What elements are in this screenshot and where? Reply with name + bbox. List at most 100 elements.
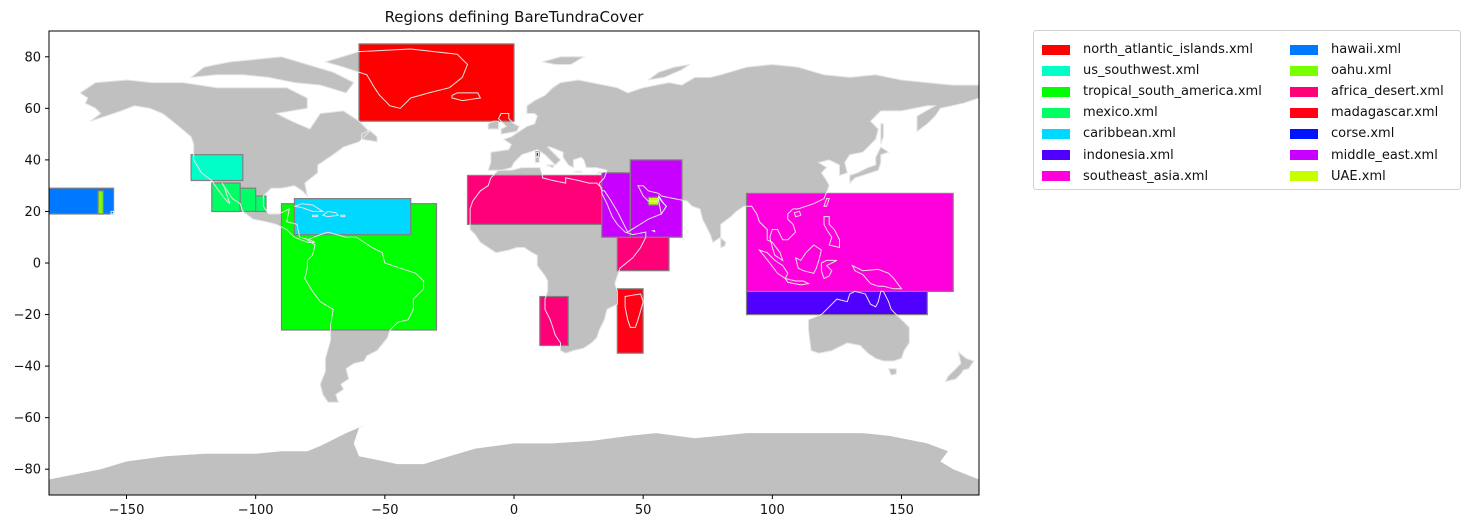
- legend-swatch: [1042, 128, 1070, 139]
- legend-label: corse.xml: [1331, 126, 1395, 142]
- x-tick-label: 150: [889, 503, 914, 518]
- land-sakhalin: [880, 123, 884, 145]
- region-box-madagascar: [616, 288, 644, 354]
- coastline-hawaii-island: [110, 210, 115, 215]
- coastline-japan: [849, 146, 890, 185]
- legend-swatch: [1290, 150, 1318, 161]
- coastline-cuba: [294, 203, 325, 212]
- region-box-north-atlantic-islands: [358, 43, 515, 122]
- coastline-corsica: [535, 151, 539, 157]
- legend-label: hawaii.xml: [1331, 42, 1402, 58]
- region-box-hawaii: [49, 187, 115, 215]
- x-tick-label: 100: [760, 503, 785, 518]
- legend-item: hawaii.xml: [1290, 39, 1444, 60]
- legend-swatch: [1042, 86, 1070, 97]
- legend-swatch: [1290, 86, 1318, 97]
- region-box-africa-desert: [539, 295, 569, 347]
- legend-column-1: north_atlantic_islands.xml us_southwest.…: [1042, 39, 1262, 187]
- coastline-jamaica: [312, 214, 319, 218]
- legend-label: madagascar.xml: [1331, 105, 1439, 121]
- coastline-arabia-gulf-tip: [658, 195, 668, 216]
- legend-item: africa_desert.xml: [1290, 81, 1444, 102]
- legend-label: tropical_south_america.xml: [1083, 84, 1262, 100]
- coastline-new-zealand: [944, 350, 975, 383]
- legend-label: indonesia.xml: [1083, 147, 1174, 163]
- legend-label: UAE.xml: [1331, 168, 1386, 184]
- coastline-sulawesi: [820, 259, 838, 280]
- legend-swatch: [1042, 171, 1070, 182]
- y-tick-label: −20: [14, 308, 41, 323]
- y-tick-label: −60: [14, 411, 41, 426]
- land-new-zealand: [945, 351, 974, 382]
- coastline-borneo: [794, 244, 822, 274]
- legend-swatch: [1290, 65, 1318, 76]
- legend-swatch: [1290, 107, 1318, 118]
- legend-item: caribbean.xml: [1042, 123, 1262, 144]
- x-axis: −150 −100 −50 0 50 100 150: [109, 495, 914, 518]
- land-newfoundland: [361, 130, 378, 142]
- coastline-layer: [79, 48, 979, 403]
- coastline-sicily: [546, 164, 555, 169]
- coastline-svalbard: [542, 56, 586, 65]
- y-axis: −80 −60 −40 −20 0 20 40 60 80: [14, 50, 49, 478]
- region-box-southeast-asia: [745, 192, 954, 292]
- region-box-caribbean: [293, 198, 412, 236]
- coastline-south-america: [304, 231, 425, 403]
- coastline-australia: [808, 290, 910, 362]
- coastline-sakhalin: [880, 123, 884, 145]
- coastline-africa: [469, 167, 647, 354]
- legend-item: southeast_asia.xml: [1042, 166, 1262, 187]
- land-antarctica: [49, 425, 979, 495]
- coastline-new-guinea: [851, 264, 903, 290]
- legend-item: tropical_south_america.xml: [1042, 81, 1262, 102]
- land-tasmania: [888, 368, 897, 376]
- land-ireland: [488, 121, 499, 129]
- coastline-crete: [573, 170, 584, 173]
- coastline-novaya-zemlya: [648, 64, 690, 81]
- x-tick-label: −150: [109, 503, 145, 518]
- region-box-mexico: [255, 195, 267, 213]
- coastline-taiwan: [823, 198, 830, 207]
- legend-swatch: [1290, 171, 1318, 182]
- legend-swatch: [1042, 65, 1070, 76]
- coastline-sri-lanka: [720, 236, 727, 249]
- y-tick-label: −80: [14, 463, 41, 478]
- coastline-socotra: [650, 229, 656, 233]
- legend-item: mexico.xml: [1042, 102, 1262, 123]
- coastline-madagascar: [624, 293, 644, 328]
- y-tick-label: −40: [14, 360, 41, 375]
- legend-item: indonesia.xml: [1042, 144, 1262, 165]
- region-box-us-southwest: [190, 154, 244, 182]
- y-tick-label: 60: [24, 102, 41, 117]
- legend-label: middle_east.xml: [1331, 147, 1438, 163]
- coastline-java: [784, 277, 811, 286]
- region-box-africa-desert: [466, 174, 605, 225]
- coastline-tasmania: [887, 368, 897, 376]
- legend-swatch: [1042, 150, 1070, 161]
- coastline-north-america-landmass: [79, 79, 371, 243]
- legend-label: caribbean.xml: [1083, 126, 1176, 142]
- legend-label: north_atlantic_islands.xml: [1083, 42, 1253, 58]
- x-tick-label: −100: [238, 503, 274, 518]
- coastline-puerto-rico: [340, 214, 346, 218]
- legend-swatch: [1290, 44, 1318, 55]
- legend-item: north_atlantic_islands.xml: [1042, 39, 1262, 60]
- legend-label: oahu.xml: [1331, 63, 1392, 79]
- coastline-sumatra: [757, 249, 789, 280]
- land-arctic-islands: [191, 56, 354, 93]
- land-novaya-zemlya: [648, 64, 690, 80]
- y-tick-label: 20: [24, 205, 41, 220]
- coastline-ireland: [487, 120, 499, 130]
- coastline-great-britain: [497, 113, 520, 135]
- coastline-hispaniola: [321, 210, 340, 218]
- y-tick-label: 0: [33, 257, 41, 272]
- coastline-greenland: [323, 48, 469, 109]
- legend-label: us_southwest.xml: [1083, 63, 1200, 79]
- map-title: Regions defining BareTundraCover: [385, 8, 645, 26]
- legend-item: UAE.xml: [1290, 166, 1444, 187]
- land-sardinia: [535, 157, 540, 163]
- legend-swatch: [1042, 107, 1070, 118]
- y-tick-label: 80: [24, 50, 41, 65]
- coastline-hainan: [793, 210, 802, 218]
